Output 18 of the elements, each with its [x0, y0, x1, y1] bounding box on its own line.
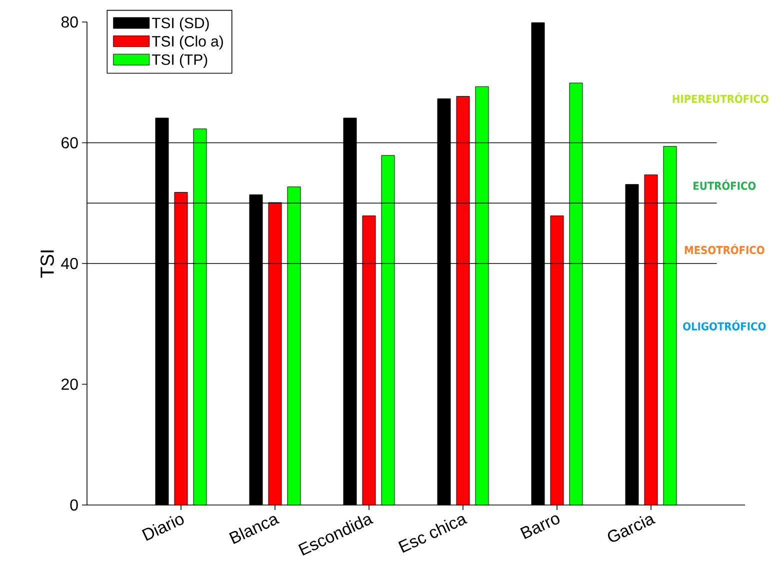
y-tick-label: 60: [62, 137, 78, 148]
annotation: MESOTRÓFICO: [684, 244, 764, 254]
y-axis-title: TSI: [40, 250, 54, 278]
x-tick-label: Diario: [142, 516, 184, 541]
y-tick-label: 80: [61, 16, 78, 28]
x-tick-label: Blanca: [229, 516, 280, 544]
y-tick-label: 40: [61, 258, 78, 270]
legend-label: TSI (Clo a): [152, 36, 223, 50]
legend-label: TSI (SD): [152, 17, 209, 32]
x-tick-label: Esc chica: [398, 516, 468, 553]
x-tick-label: Barro: [520, 515, 560, 540]
annotation: HIPEREUTRÓFICO: [672, 92, 768, 103]
annotation: EUTRÓFICO: [694, 180, 756, 190]
y-tick-label: 0: [70, 499, 78, 511]
x-tick-label: Garcia: [608, 516, 656, 542]
annotation: OLIGOTRÓFICO: [683, 320, 766, 330]
legend-label: TSI (TP): [152, 54, 208, 68]
y-tick-label: 20: [62, 378, 78, 390]
